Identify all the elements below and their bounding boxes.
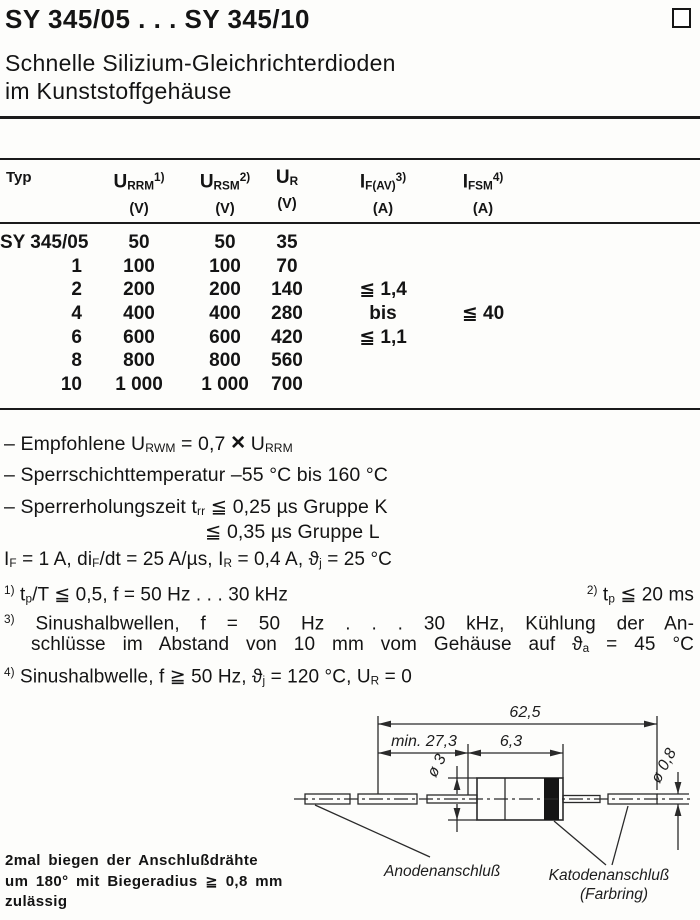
anode-label: Anodenanschluß — [383, 863, 500, 880]
column-header-ur: UR (V) — [275, 167, 299, 213]
footnote-2: 2) tp ≦ 20 ms — [586, 584, 694, 606]
footnote-1-2: 1) tp/T ≦ 0,5, f = 50 Hz . . . 30 kHz 2)… — [4, 579, 694, 612]
footnote-1: 1) tp/T ≦ 0,5, f = 50 Hz . . . 30 kHz — [4, 584, 288, 606]
dimension-lead-diameter: ø 0,8 — [648, 746, 680, 786]
dimension-body-diameter: ø 3 — [424, 752, 450, 780]
arrowhead — [378, 720, 391, 728]
column-header-urrm: URRM1) (V) — [113, 171, 165, 217]
bend-note-line-2: um 180° mit Biegeradius ≧ 0,8 mm — [5, 872, 283, 890]
cathode-leader-line — [611, 805, 629, 866]
divider-table-top — [0, 158, 700, 160]
package-outline-drawing: 62,5 min. 27,3 6,3 ø 3 — [294, 704, 692, 903]
arrowhead — [674, 804, 682, 816]
bend-instruction-note: 2mal biegen der Anschlußdrähte um 180° m… — [5, 851, 283, 913]
cathode-leader-line — [553, 820, 607, 866]
divider-header-bottom — [0, 222, 700, 224]
dimension-overall-length: 62,5 — [509, 704, 540, 721]
cathode-colour-ring-label: (Farbring) — [580, 886, 648, 903]
anode-leader-line — [314, 804, 431, 858]
table-row: 1 100 100 70 — [71, 255, 298, 277]
ratings-table-header: Typ URRM1) (V) URSM2) (V) UR (V) IF(AV)3… — [0, 165, 518, 218]
note-junction-temperature: – Sperrschichttemperatur –55 °C bis 160 … — [4, 464, 388, 486]
divider-table-bottom — [0, 408, 700, 410]
cathode-label: Katodenanschluß — [549, 867, 670, 884]
note-gruppe-l: ≦ 0,35 µs Gruppe L — [205, 521, 380, 543]
arrowhead — [550, 749, 563, 757]
dimension-body-length: 6,3 — [500, 733, 522, 750]
table-row: SY 345/05 50 50 35 — [0, 232, 298, 253]
note-reverse-recovery: – Sperrerholungszeit trr ≦ 0,25 µs Grupp… — [4, 496, 388, 519]
arrowhead — [455, 749, 468, 757]
page-title: SY 345/05 . . . SY 345/10 — [5, 4, 310, 34]
arrowhead — [468, 749, 481, 757]
bend-note-line-3: zulässig — [5, 893, 68, 910]
subtitle-line-1: Schnelle Silizium-Gleichrichterdioden — [5, 50, 396, 76]
table-row: 2 200 200 140 ≦ 1,4 — [71, 279, 407, 301]
arrowhead — [453, 778, 461, 790]
footnote-3-line-1: 3) Sinushalbwellen, f = 50 Hz . . . 30 k… — [4, 613, 694, 635]
bend-note-line-1: 2mal biegen der Anschlußdrähte — [5, 852, 258, 869]
ratings-table-body: SY 345/05 50 50 35 1 100 100 70 2 200 20… — [0, 231, 518, 397]
note-test-conditions: IF = 1 A, diF/dt = 25 A/µs, IR = 0,4 A, … — [4, 549, 392, 571]
subtitle-line-2: im Kunststoffgehäuse — [5, 78, 232, 104]
column-header-ifav: IF(AV)3) (A) — [359, 171, 407, 217]
checkbox-square-icon — [672, 8, 691, 28]
table-row: 6 600 600 420 ≦ 1,1 — [71, 326, 407, 348]
footnote-3-line-2: schlüsse im Abstand von 10 mm vom Gehäus… — [31, 634, 694, 656]
arrowhead — [378, 749, 391, 757]
arrowhead — [674, 782, 682, 794]
column-header-typ: Typ — [6, 169, 32, 186]
note-recommended-urwm: – Empfohlene URWM = 0,7 × URRM — [4, 429, 293, 456]
footnote-4: 4) Sinushalbwelle, f ≧ 50 Hz, ϑj = 120 °… — [4, 666, 412, 688]
column-header-ursm: URSM2) (V) — [199, 171, 251, 217]
arrowhead — [453, 808, 461, 820]
divider-bold — [0, 116, 700, 119]
column-header-ifsm: IFSM4) (A) — [462, 171, 504, 217]
table-row: 4 400 400 280 bis ≦ 40 — [71, 303, 505, 325]
table-row: 10 1 000 1 000 700 — [60, 374, 303, 396]
dimension-lead-min-length: min. 27,3 — [391, 733, 457, 750]
page-subtitle: Schnelle Silizium-Gleichrichterdioden im… — [5, 49, 396, 105]
table-row: 8 800 800 560 — [71, 350, 303, 372]
arrowhead — [644, 720, 657, 728]
